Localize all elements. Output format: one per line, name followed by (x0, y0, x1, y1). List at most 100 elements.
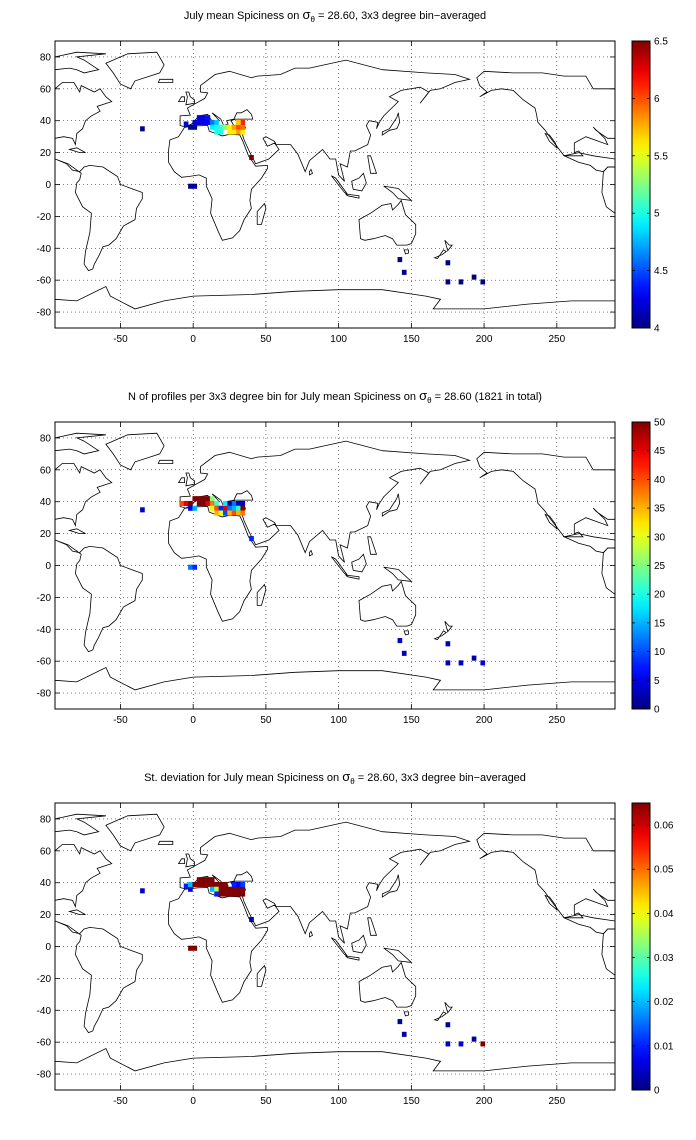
data-bin (218, 124, 224, 130)
data-bin (214, 881, 219, 887)
coastline (351, 934, 367, 954)
colorbar-tick-label: 0.06 (654, 821, 674, 832)
bins (140, 496, 486, 666)
grid (55, 422, 615, 709)
data-bin (214, 510, 219, 516)
y-tick-label: 80 (40, 814, 52, 825)
y-tick-label: 40 (40, 116, 52, 127)
data-bin (183, 121, 189, 127)
bins (140, 115, 486, 285)
coastline (168, 887, 268, 1003)
data-bin (201, 496, 206, 502)
coastline (177, 96, 185, 102)
data-bin (236, 881, 241, 887)
data-bin (192, 505, 198, 511)
data-bin (209, 124, 215, 130)
y-tick-label: 60 (40, 465, 52, 476)
data-bin (236, 505, 241, 511)
chart-title: N of profiles per 3x3 degree bin for Jul… (128, 388, 542, 405)
chart-panel-3: -50 0 50 100 150 200 250 -80 -60 -40 -20 0 20 40 60 80 0… (37, 769, 674, 1107)
coastline (55, 666, 615, 709)
data-bin (188, 945, 193, 951)
coastline (367, 536, 378, 555)
data-bin (205, 500, 211, 507)
data-bin (201, 115, 206, 121)
x-tick-label: 100 (330, 334, 347, 345)
data-bin (445, 660, 451, 666)
map-layer (55, 813, 615, 1090)
colorbar-tick-label: 6 (654, 94, 660, 105)
coastline (544, 513, 558, 530)
data-bin (188, 500, 193, 507)
coastline (367, 155, 378, 174)
colorbar-tick-label: 0 (654, 705, 660, 716)
coastline (403, 249, 409, 255)
data-bin (236, 129, 241, 135)
data-bin (214, 119, 219, 125)
data-bin (214, 124, 219, 130)
coastline (308, 549, 314, 557)
coastline (256, 583, 267, 606)
data-bin (209, 877, 215, 883)
x-tick-label: 150 (403, 334, 420, 345)
y-tick-label: 0 (45, 561, 51, 572)
x-tick-label: 0 (190, 715, 196, 726)
data-bin (445, 279, 451, 285)
data-bin (209, 496, 215, 502)
coastline (179, 821, 472, 944)
coastline (55, 82, 113, 147)
coastline (476, 70, 615, 157)
data-bin (227, 505, 233, 511)
colorbar-gradient (631, 802, 651, 1091)
data-bin (223, 881, 228, 887)
coastline (476, 832, 615, 919)
coastline (308, 168, 314, 176)
coastline (433, 249, 448, 260)
coastline (444, 621, 453, 633)
x-tick-label: 50 (260, 1096, 272, 1107)
coastline (67, 909, 86, 915)
data-bin (196, 881, 202, 887)
x-tick-label: 0 (190, 1096, 196, 1107)
data-bin (192, 183, 198, 189)
data-bin (218, 891, 224, 897)
data-bin (179, 500, 185, 507)
data-bin (240, 124, 246, 130)
x-tick-label: 200 (476, 1096, 493, 1107)
data-bin (192, 564, 198, 570)
coastline (381, 493, 401, 517)
data-bin (231, 881, 237, 887)
data-bin (205, 496, 211, 502)
data-bin (249, 155, 254, 161)
coastline (344, 574, 360, 580)
data-bin (214, 886, 219, 892)
data-bin (223, 891, 228, 897)
data-bin (201, 881, 206, 887)
colorbar-tick-label: 40 (654, 475, 666, 486)
y-tick-label: -40 (37, 1006, 52, 1017)
coastline (403, 1011, 409, 1017)
coastline (55, 813, 106, 836)
coastline (55, 1047, 615, 1090)
coastline (383, 566, 413, 582)
data-bin (209, 505, 215, 511)
colorbar-tick-label: 20 (654, 590, 666, 601)
data-bin (196, 500, 202, 507)
data-bin (188, 505, 193, 511)
x-tick-label: 250 (548, 715, 565, 726)
coastline (157, 78, 174, 83)
y-tick-label: -40 (37, 244, 52, 255)
data-bin (249, 536, 254, 542)
data-bin (227, 886, 233, 892)
coastline (179, 440, 472, 563)
coastline (55, 920, 143, 1034)
data-bin (192, 945, 198, 951)
data-bin (223, 500, 228, 507)
data-bin (188, 564, 193, 570)
colorbar-tick-label: 5 (654, 676, 660, 687)
data-bin (458, 279, 464, 285)
data-bin (209, 500, 215, 507)
coastline (381, 112, 401, 136)
data-bin (183, 883, 189, 889)
coastline (55, 539, 143, 653)
